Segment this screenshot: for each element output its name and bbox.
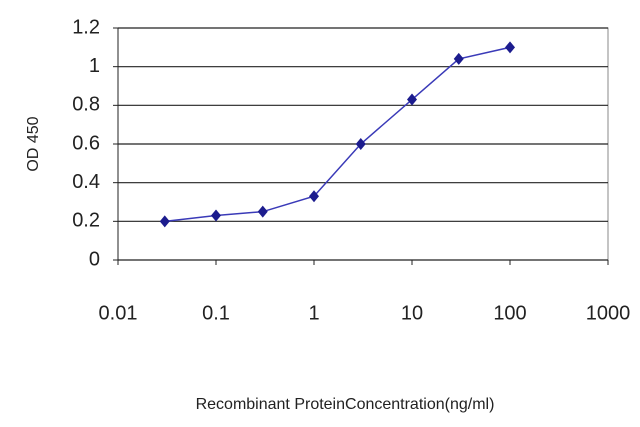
y-tick-label: 1 — [89, 55, 100, 77]
data-point — [159, 215, 170, 228]
data-point — [505, 41, 515, 54]
data-point — [257, 205, 268, 218]
x-tick-label: 1000 — [586, 302, 631, 324]
x-axis-title: Recombinant ProteinConcentration(ng/ml) — [196, 396, 495, 413]
data-line — [164, 46, 511, 223]
y-tick-label: 0.8 — [72, 94, 100, 116]
y-tick-label: 0 — [89, 248, 100, 270]
x-tick-label: 1 — [308, 302, 319, 324]
y-axis-title: OD 450 — [25, 116, 42, 171]
data-point — [355, 138, 366, 150]
y-tick-label: 1.2 — [72, 16, 100, 38]
x-tick-label: 0.01 — [99, 302, 138, 324]
data-point — [407, 93, 417, 106]
data-point — [453, 52, 464, 65]
y-tick-label: 0.2 — [72, 210, 100, 232]
x-tick-label: 10 — [401, 302, 423, 324]
y-tick-label: 0.4 — [72, 171, 100, 193]
y-tick-label: 0.6 — [72, 132, 100, 154]
x-tick-label: 0.1 — [202, 302, 230, 324]
data-point — [211, 209, 221, 222]
x-tick-label: 100 — [493, 302, 526, 324]
data-point — [309, 190, 319, 203]
